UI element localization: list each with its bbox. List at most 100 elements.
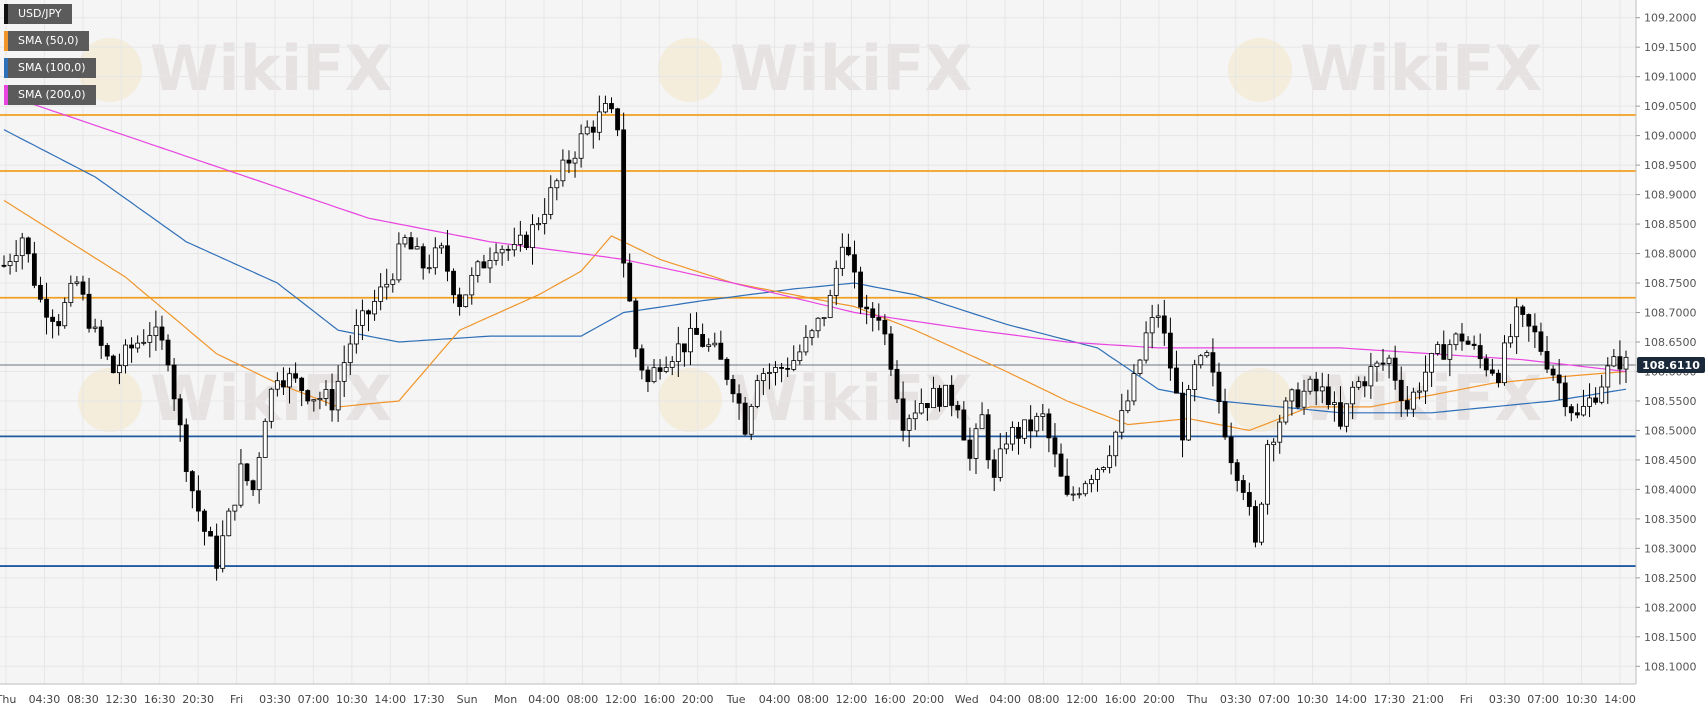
candle-bullish <box>1514 306 1520 338</box>
candle-bullish <box>517 234 523 245</box>
candle-bearish <box>1338 402 1343 427</box>
candle-bullish <box>1082 483 1088 495</box>
candle-bullish <box>906 418 912 431</box>
candle-bearish <box>524 234 529 248</box>
candle-bullish <box>469 274 475 296</box>
candle-bullish <box>572 157 578 164</box>
candle-bullish <box>396 243 402 281</box>
candle-bearish <box>1052 437 1058 455</box>
time-tick-label: 08:00 <box>797 693 829 706</box>
candle-bearish <box>1471 343 1477 346</box>
time-tick-label: 08:30 <box>67 693 99 706</box>
candle-bearish <box>888 333 894 370</box>
candle-bullish <box>1447 344 1453 360</box>
candle-bullish <box>1095 469 1100 480</box>
time-tick-label: 03:30 <box>259 693 291 706</box>
candle-bearish <box>1180 392 1185 441</box>
candle-bearish <box>159 326 165 341</box>
watermark-logo <box>78 368 142 432</box>
candle-bullish <box>1605 365 1611 388</box>
candle-bullish <box>1010 426 1015 445</box>
price-tick-label: 108.3000 <box>1644 542 1697 555</box>
candle-bearish <box>250 480 256 491</box>
candle-bearish <box>189 471 195 492</box>
candle-bullish <box>238 463 244 506</box>
candle-bearish <box>991 459 997 478</box>
time-tick-label: 12:00 <box>836 693 868 706</box>
price-tick-label: 108.2500 <box>1644 572 1697 585</box>
candle-bullish <box>1271 441 1277 446</box>
candle-bullish <box>511 244 517 251</box>
candle-bearish <box>208 531 213 537</box>
time-tick-label: 20:00 <box>1143 693 1175 706</box>
candle-bullish <box>432 247 438 269</box>
candle-bearish <box>924 403 930 409</box>
price-tick-label: 109.0000 <box>1644 130 1697 143</box>
candle-bearish <box>56 321 62 327</box>
candle-bearish <box>1477 345 1483 360</box>
time-tick-label: 10:30 <box>1566 693 1598 706</box>
legend-sma200[interactable]: SMA (200,0) <box>4 85 96 105</box>
candle-bullish <box>1192 364 1198 390</box>
price-tick-label: 108.8000 <box>1644 248 1697 261</box>
candle-bullish <box>317 398 323 401</box>
watermark-text: WikiFX <box>1300 32 1542 105</box>
candle-bearish <box>1568 406 1574 414</box>
candle-bearish <box>1313 378 1319 392</box>
candle-bullish <box>1453 333 1459 346</box>
candle-bearish <box>202 510 207 532</box>
candle-bearish <box>1228 436 1234 464</box>
candle-bearish <box>1174 367 1179 394</box>
price-tick-label: 108.7000 <box>1644 307 1697 320</box>
candle-bullish <box>760 373 766 382</box>
legend-symbol-label: USD/JPY <box>18 7 62 20</box>
candle-bullish <box>262 420 268 458</box>
sma50-line <box>3 199 1627 432</box>
candle-bullish <box>1198 355 1204 366</box>
candle-bullish <box>390 279 396 285</box>
time-tick-label: 03:30 <box>1220 693 1252 706</box>
time-tick-label: 16:00 <box>1105 693 1137 706</box>
candle-bearish <box>1380 362 1386 365</box>
price-tick-label: 109.0500 <box>1644 100 1697 113</box>
time-tick-label: 20:30 <box>182 693 214 706</box>
candle-bullish <box>19 237 25 257</box>
candle-bullish <box>1125 400 1131 412</box>
candle-bearish <box>870 308 876 318</box>
candle-bearish <box>481 261 487 269</box>
price-tick-label: 108.5500 <box>1644 395 1697 408</box>
candle-bullish <box>1417 390 1422 393</box>
candle-bullish <box>1149 317 1155 334</box>
candle-bullish <box>1259 503 1264 543</box>
price-axis: 109.2000 109.1500 109.1000 109.0500 109.0000… <box>1635 0 1697 684</box>
time-tick-label: Wed <box>955 693 979 706</box>
time-tick-label: 10:30 <box>1297 693 1329 706</box>
legend-sma100[interactable]: SMA (100,0) <box>4 58 96 78</box>
current-price-tag: 108.6110 <box>1637 356 1705 373</box>
time-tick-label: 07:00 <box>1527 693 1559 706</box>
candle-bullish <box>1307 378 1313 392</box>
candle-bullish <box>1155 315 1161 318</box>
candle-bullish <box>1113 431 1119 457</box>
price-tick-label: 109.2000 <box>1644 12 1697 25</box>
candle-bearish <box>445 245 450 272</box>
legend-sma50[interactable]: SMA (50,0) <box>4 31 89 51</box>
candle-bearish <box>1016 426 1021 439</box>
candle-bullish <box>1107 455 1113 468</box>
candle-bearish <box>408 237 414 250</box>
candle-bullish <box>839 246 845 269</box>
candle-bullish <box>1283 400 1289 423</box>
time-tick-label: 17:30 <box>413 693 445 706</box>
legend-symbol[interactable]: USD/JPY <box>4 4 72 24</box>
candle-bullish <box>1423 371 1428 392</box>
candle-bullish <box>1623 356 1629 370</box>
candle-bearish <box>195 490 201 512</box>
candle-bearish <box>590 126 596 133</box>
candle-bullish <box>1070 493 1076 496</box>
time-tick-label: Thu <box>1186 693 1208 706</box>
candle-bearish <box>1550 368 1556 376</box>
candle-bullish <box>833 267 839 296</box>
time-tick-label: 04:00 <box>989 693 1021 706</box>
